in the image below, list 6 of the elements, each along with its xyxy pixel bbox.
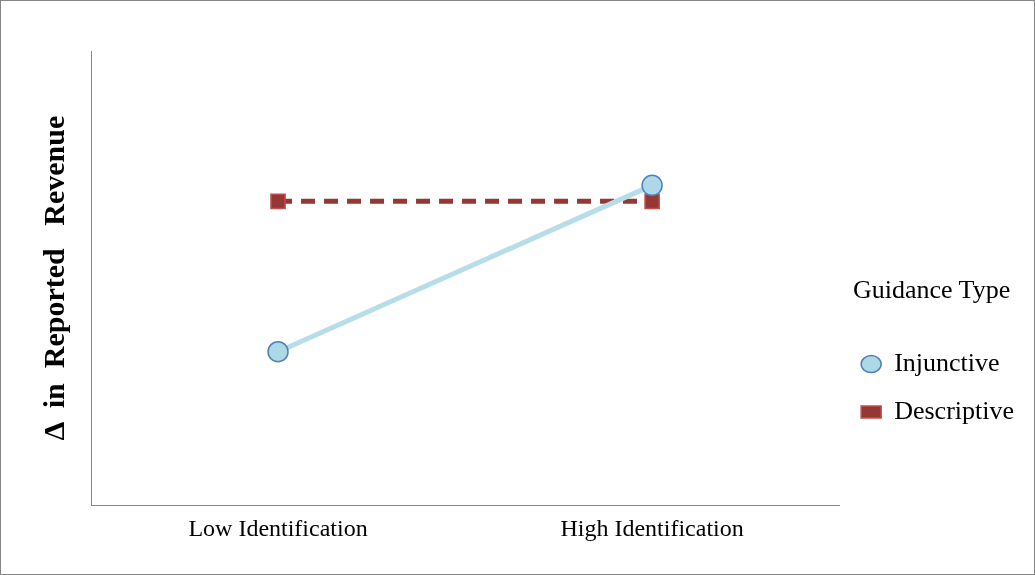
legend-title: Guidance Type [852,274,1011,304]
y-axis-title: Δ in Reported Revenue [36,115,70,441]
x-tick-label: Low Identification [188,514,368,541]
legend-label: Descriptive [894,395,1014,425]
x-tick-label: High Identification [560,514,744,541]
legend-label: Injunctive [894,347,1000,377]
